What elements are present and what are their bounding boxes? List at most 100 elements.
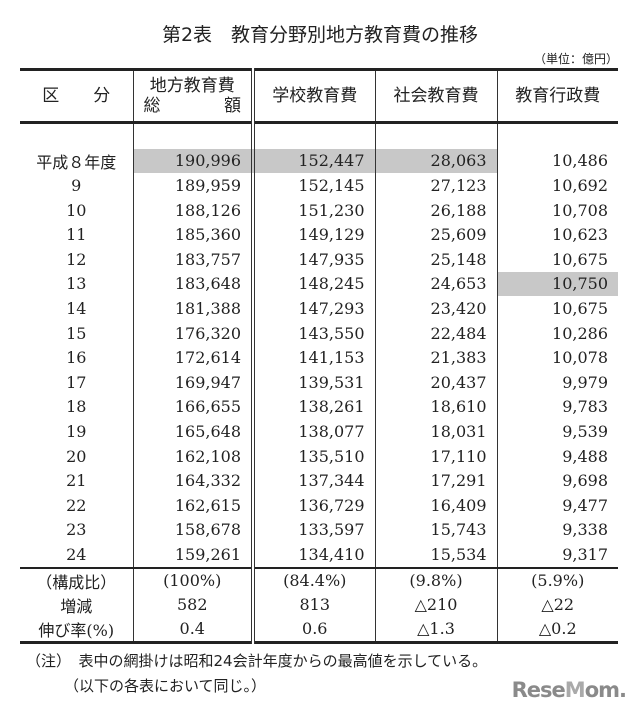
cell-social: 22,484 (374, 320, 497, 346)
cell-total: 169,947 (132, 369, 253, 395)
summary-total: 0.4 (132, 616, 253, 644)
cell-social: 20,437 (374, 369, 497, 395)
cell-social: 26,188 (374, 197, 497, 223)
cell-school: 149,129 (251, 222, 375, 247)
summary-label: 増減 (60, 596, 93, 616)
cell-total: 183,757 (132, 246, 253, 272)
cell-school: 136,729 (251, 492, 375, 518)
cell-social: 27,123 (374, 173, 497, 198)
cell-social: 21,383 (374, 345, 497, 370)
row-year: 17 (66, 372, 87, 392)
cell-social: 15,743 (374, 517, 497, 543)
cell-social: 15,534 (374, 542, 497, 568)
summary-admin: (5.9%) (496, 566, 618, 593)
cell-school: 152,145 (251, 173, 375, 198)
cell-total: 164,332 (132, 468, 253, 493)
cell-admin: 10,286 (496, 320, 618, 346)
resemom-logo: ReseMom. (511, 678, 627, 702)
row-year: 12 (66, 249, 87, 269)
header-total: 地方教育費 総 額 (132, 68, 253, 124)
cell-school: 151,230 (251, 197, 375, 223)
row-year: 22 (66, 495, 87, 515)
table-row: 21 164,332 137,344 17,291 9,698 (20, 468, 618, 493)
cell-total: 185,360 (132, 222, 253, 247)
cell-total: 181,388 (132, 296, 253, 321)
unit-label: （単位：億円） (533, 52, 618, 66)
summary-school: 0.6 (251, 616, 375, 644)
summary-total: 582 (132, 592, 253, 617)
row-year: 平成８年度 (36, 152, 117, 172)
cell-total: 190,996 (132, 148, 253, 174)
summary-social: (9.8%) (374, 566, 497, 593)
cell-social: 17,110 (374, 443, 497, 469)
summary-label: （構成比） (20, 566, 133, 593)
table-row: 平成８年度 190,996 152,447 28,063 10,486 (20, 148, 618, 174)
cell-admin: 10,708 (496, 197, 618, 223)
row-year: 14 (66, 298, 87, 318)
table-row: 20 162,108 135,510 17,110 9,488 (20, 443, 618, 469)
row-year: 24 (66, 544, 87, 564)
summary-body: （構成比） (100%) (84.4%) (9.8%) (5.9%) 増減 582 813 △2… (20, 566, 618, 644)
cell-total: 159,261 (132, 542, 253, 568)
summary-school: (84.4%) (251, 566, 375, 593)
cell-social: 25,609 (374, 222, 497, 247)
cell-total: 162,108 (132, 443, 253, 469)
row-year: 9 (71, 175, 82, 195)
table-row: 22 162,615 136,729 16,409 9,477 (20, 492, 618, 518)
cell-admin: 9,539 (496, 419, 618, 444)
table-row: 12 183,757 147,935 25,148 10,675 (20, 246, 618, 272)
cell-admin: 9,698 (496, 468, 618, 493)
education-expenditure-table: 区 分 地方教育費 総 額 学校教育費 社会教育費 教育行政費 平成８年度 190… (20, 68, 618, 644)
table-row: 17 169,947 139,531 20,437 9,979 (20, 369, 618, 395)
cell-school: 143,550 (251, 320, 375, 346)
row-year: 19 (66, 421, 87, 441)
table-row: 13 183,648 148,245 24,653 10,750 (20, 271, 618, 297)
row-year: 16 (66, 348, 87, 368)
cell-social: 17,291 (374, 468, 497, 493)
cell-admin: 9,477 (496, 492, 618, 518)
table-row: 18 166,655 138,261 18,610 9,783 (20, 394, 618, 420)
cell-school: 148,245 (251, 271, 375, 297)
row-year: 21 (66, 471, 87, 491)
cell-school: 141,153 (251, 345, 375, 370)
cell-school: 147,293 (251, 296, 375, 321)
row-year: 13 (66, 274, 87, 294)
row-year: 10 (66, 200, 87, 220)
cell-total: 162,615 (132, 492, 253, 518)
data-body: 平成８年度 190,996 152,447 28,063 10,486 9 189,959 1… (20, 122, 618, 568)
cell-admin: 10,623 (496, 222, 618, 247)
cell-total: 158,678 (132, 517, 253, 543)
header-admin: 教育行政費 (496, 68, 618, 124)
cell-total: 176,320 (132, 320, 253, 346)
cell-school: 133,597 (251, 517, 375, 543)
row-year: 20 (66, 446, 87, 466)
cell-admin: 10,486 (496, 148, 618, 174)
summary-total: (100%) (132, 566, 253, 593)
row-year: 15 (66, 323, 87, 343)
summary-label: 伸び率(%) (20, 616, 133, 644)
row-year: 18 (66, 397, 87, 417)
header-category: 区 分 (20, 68, 133, 124)
note-line-2: （以下の各表において同じ。） (64, 677, 267, 695)
summary-row: （構成比） (100%) (84.4%) (9.8%) (5.9%) (20, 566, 618, 593)
cell-school: 139,531 (251, 369, 375, 395)
header-total-line2: 総 額 (143, 96, 242, 116)
table-row: 15 176,320 143,550 22,484 10,286 (20, 320, 618, 346)
cell-admin: 10,750 (496, 271, 618, 297)
cell-admin: 10,675 (496, 296, 618, 321)
cell-school: 138,077 (251, 419, 375, 444)
cell-admin: 9,317 (496, 542, 618, 568)
row-year: 23 (66, 520, 87, 540)
cell-total: 188,126 (132, 197, 253, 223)
header-school: 学校教育費 (251, 68, 375, 124)
cell-social: 28,063 (374, 148, 497, 174)
cell-school: 137,344 (251, 468, 375, 493)
table-row: 10 188,126 151,230 26,188 10,708 (20, 197, 618, 223)
cell-admin: 10,078 (496, 345, 618, 370)
table-row: 9 189,959 152,145 27,123 10,692 (20, 173, 618, 198)
header-row: 区 分 地方教育費 総 額 学校教育費 社会教育費 教育行政費 (20, 68, 618, 124)
header-total-line1: 地方教育費 (149, 76, 235, 96)
table-row: 11 185,360 149,129 25,609 10,623 (20, 222, 618, 247)
table-row: 16 172,614 141,153 21,383 10,078 (20, 345, 618, 370)
cell-social: 18,031 (374, 419, 497, 444)
